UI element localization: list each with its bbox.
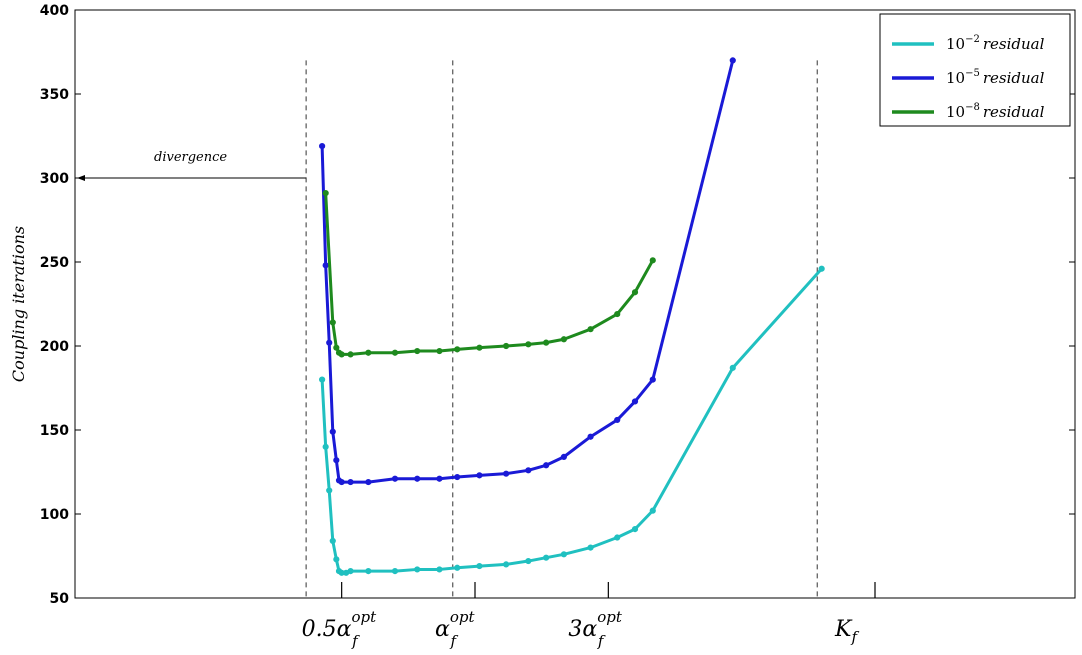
data-point: [414, 347, 421, 355]
y-tick-label: 200: [40, 339, 69, 355]
x-tick-label: 3αopt f: [568, 608, 622, 650]
legend: 10−2 residual 10−5 residual 10−8 residual: [879, 13, 1071, 127]
data-point: [476, 562, 483, 570]
plot-frame: [74, 9, 1076, 599]
data-point: [560, 336, 567, 343]
data-point: [454, 473, 461, 481]
data-point: [329, 537, 336, 544]
data-point: [560, 453, 567, 460]
data-point: [587, 326, 594, 333]
data-point: [649, 376, 656, 383]
data-point: [503, 561, 510, 568]
data-point: [414, 475, 421, 482]
data-point: [503, 470, 510, 477]
data-point: [525, 341, 532, 348]
data-point: [365, 478, 372, 486]
data-point: [614, 416, 621, 424]
data-point: [543, 462, 550, 469]
data-point: [503, 342, 510, 350]
series-line: [320, 267, 823, 575]
legend-box: [879, 13, 1071, 127]
data-point: [436, 475, 443, 482]
data-point: [729, 57, 736, 64]
data-point: [614, 534, 621, 541]
y-tick-label: 350: [40, 87, 69, 103]
y-tick-label: 400: [40, 3, 69, 19]
divergence-annotation: divergence: [77, 150, 307, 181]
reference-lines: [305, 60, 818, 598]
data-point: [333, 556, 340, 563]
legend-entry-1: 10−5 residual: [892, 68, 1045, 87]
data-point: [560, 551, 567, 558]
data-point: [818, 265, 825, 272]
series-0: [319, 265, 825, 576]
data-point: [476, 344, 483, 351]
data-point: [391, 349, 399, 356]
data-point: [631, 398, 639, 405]
series-line: [324, 193, 655, 356]
y-tick-label: 100: [40, 507, 69, 523]
data-point: [365, 349, 372, 356]
x-tick-label: αopt f: [435, 608, 475, 650]
legend-label: 10−8 residual: [946, 102, 1045, 121]
legend-entry-2: 10−8 residual: [892, 102, 1045, 121]
data-point: [525, 557, 532, 565]
divergence-label: divergence: [154, 150, 227, 165]
data-point: [476, 472, 483, 479]
data-point: [454, 346, 461, 353]
series-1: [319, 57, 736, 486]
data-point: [391, 475, 399, 482]
data-point: [338, 478, 345, 486]
data-point: [587, 433, 594, 440]
y-tick-label: 300: [40, 171, 69, 187]
data-point: [322, 262, 329, 269]
data-point: [329, 319, 336, 326]
data-point: [649, 257, 656, 264]
data-point: [329, 428, 336, 435]
data-point: [614, 310, 621, 318]
series-line: [320, 60, 735, 484]
data-point: [322, 190, 329, 197]
data-point: [729, 364, 736, 371]
data-point: [333, 457, 340, 464]
data-point: [631, 289, 639, 296]
data-point: [543, 554, 550, 561]
data-point: [319, 376, 326, 383]
y-axis-label: Coupling iterations: [9, 226, 28, 382]
data-point: [338, 351, 345, 358]
y-tick-label: 250: [40, 255, 69, 271]
y-axis-ticks: 50 100 150 200 250 300 350 400: [40, 3, 1075, 607]
data-point: [414, 566, 421, 573]
data-point: [543, 339, 550, 346]
data-point: [631, 526, 639, 533]
data-point: [326, 339, 333, 346]
data-point: [391, 568, 399, 575]
data-point: [319, 142, 326, 150]
y-tick-label: 50: [50, 591, 70, 607]
data-point: [365, 568, 372, 575]
data-point: [649, 507, 656, 514]
legend-label: 10−5 residual: [946, 68, 1045, 87]
x-tick-label: 0.5αopt f: [302, 608, 377, 650]
data-point: [333, 344, 340, 351]
data-point: [436, 347, 443, 355]
data-point: [525, 467, 532, 474]
data-point: [347, 478, 354, 486]
data-point: [436, 566, 443, 573]
x-tick-label: Kf: [834, 617, 859, 646]
data-point: [454, 564, 461, 571]
divergence-arrowhead: [77, 175, 85, 181]
x-axis-ticks: 0.5αopt f αopt f 3αopt f Kf: [302, 582, 876, 650]
data-point: [322, 443, 329, 450]
series-layer: [319, 57, 825, 576]
y-tick-label: 150: [40, 423, 69, 439]
series-2: [322, 190, 656, 358]
data-point: [347, 351, 354, 358]
data-point: [587, 544, 594, 551]
data-point: [326, 487, 333, 494]
data-point: [347, 568, 354, 575]
legend-label: 10−2 residual: [946, 34, 1045, 53]
legend-entry-0: 10−2 residual: [892, 34, 1045, 53]
